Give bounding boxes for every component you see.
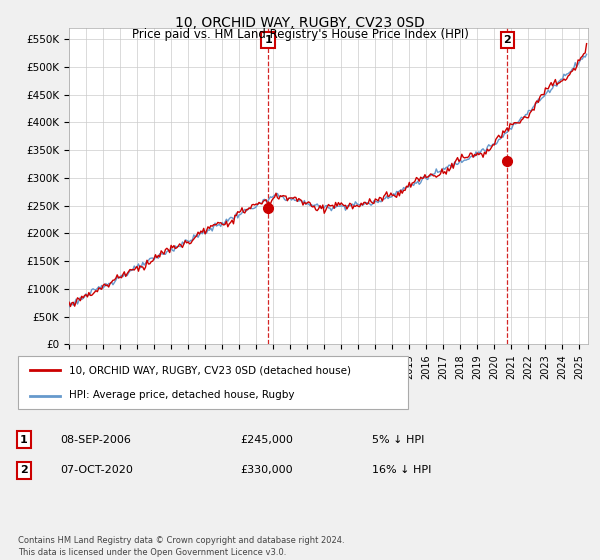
Text: £245,000: £245,000 bbox=[240, 435, 293, 445]
Text: 10, ORCHID WAY, RUGBY, CV23 0SD (detached house): 10, ORCHID WAY, RUGBY, CV23 0SD (detache… bbox=[69, 366, 351, 376]
Text: Price paid vs. HM Land Registry's House Price Index (HPI): Price paid vs. HM Land Registry's House … bbox=[131, 28, 469, 41]
Text: 5% ↓ HPI: 5% ↓ HPI bbox=[372, 435, 424, 445]
Text: 1: 1 bbox=[20, 435, 28, 445]
Text: 2: 2 bbox=[20, 465, 28, 475]
Text: Contains HM Land Registry data © Crown copyright and database right 2024.
This d: Contains HM Land Registry data © Crown c… bbox=[18, 536, 344, 557]
Text: £330,000: £330,000 bbox=[240, 465, 293, 475]
Text: 1: 1 bbox=[264, 35, 272, 45]
Text: 10, ORCHID WAY, RUGBY, CV23 0SD: 10, ORCHID WAY, RUGBY, CV23 0SD bbox=[175, 16, 425, 30]
Text: HPI: Average price, detached house, Rugby: HPI: Average price, detached house, Rugb… bbox=[69, 390, 295, 400]
Text: 16% ↓ HPI: 16% ↓ HPI bbox=[372, 465, 431, 475]
Text: 08-SEP-2006: 08-SEP-2006 bbox=[60, 435, 131, 445]
Text: 07-OCT-2020: 07-OCT-2020 bbox=[60, 465, 133, 475]
Text: 2: 2 bbox=[503, 35, 511, 45]
